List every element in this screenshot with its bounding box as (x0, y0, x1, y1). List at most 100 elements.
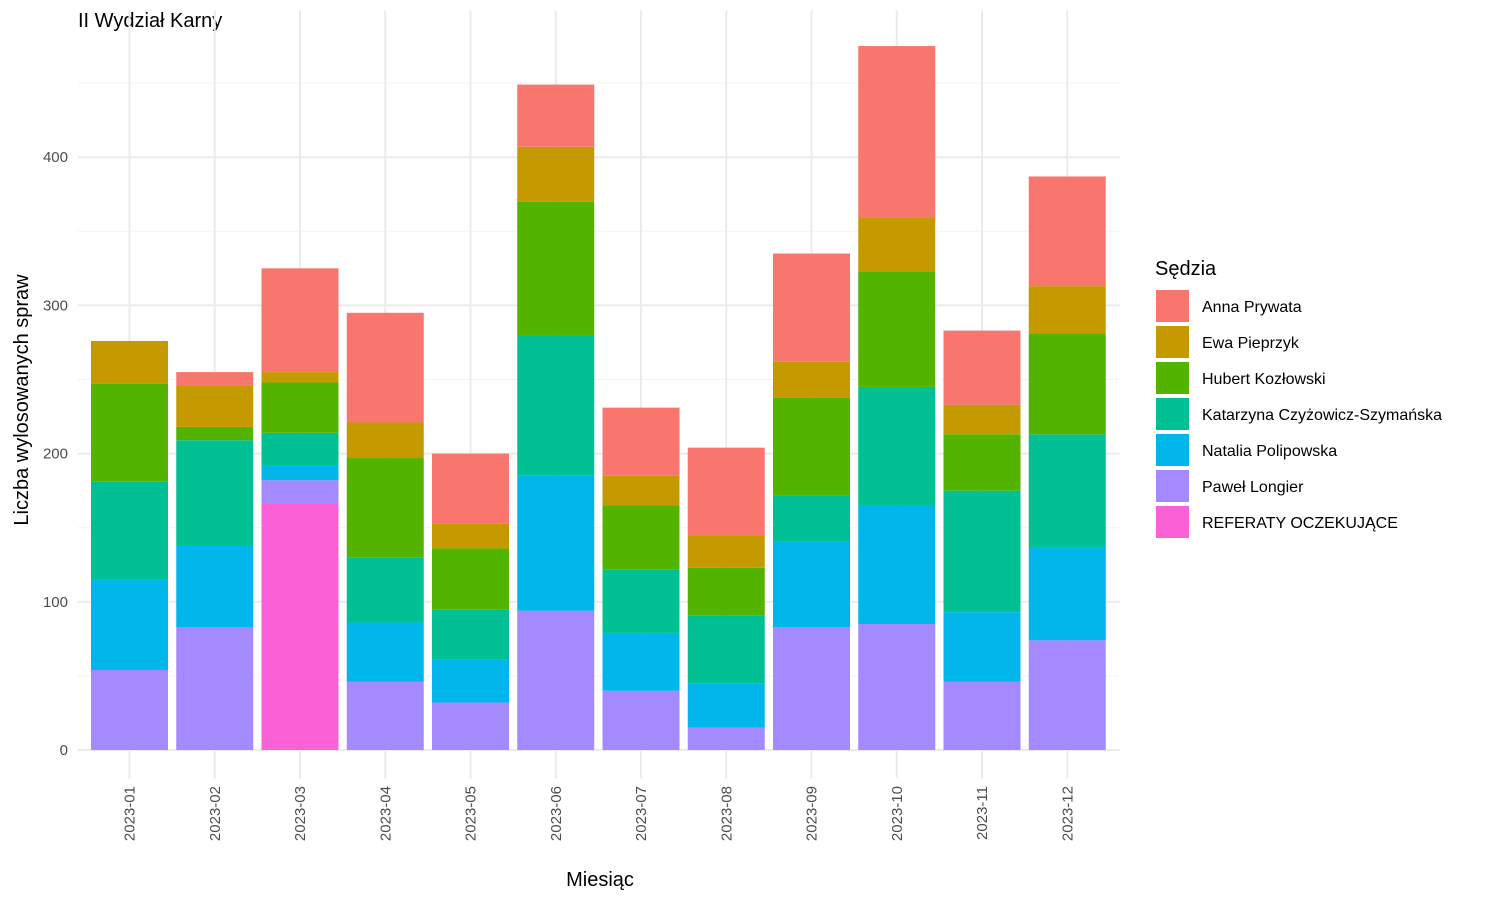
bar-segment (943, 404, 1021, 435)
bar-segment (346, 458, 424, 558)
bar-segment (943, 434, 1021, 491)
bar-segment (943, 490, 1021, 613)
y-axis-ticks: 0 100 200 300 400 (43, 149, 68, 759)
bar-segment (346, 422, 424, 459)
bar-segment (687, 447, 765, 536)
legend-label: Paweł Longier (1202, 479, 1304, 496)
bar-segment (517, 610, 595, 750)
bar-segment (432, 548, 509, 610)
y-axis-title: Liczba wylosowanych spraw (11, 274, 33, 526)
bar-segment (261, 432, 339, 466)
legend-label: Natalia Polipowska (1202, 443, 1337, 460)
bar-segment (432, 659, 509, 703)
bar-segment (943, 330, 1021, 405)
legend-label: Ewa Pieprzyk (1202, 335, 1300, 352)
bar-segment (858, 386, 936, 506)
legend-label: REFERATY OCZEKUJĄCE (1202, 515, 1398, 532)
legend-swatch (1156, 362, 1189, 394)
bar-segment (1028, 286, 1106, 334)
x-tick-label: 2023-09 (804, 786, 821, 841)
x-tick-label: 2023-08 (718, 786, 735, 841)
bar-segment (346, 622, 424, 682)
legend-swatch (1156, 326, 1189, 358)
legend-swatch (1156, 398, 1189, 430)
legend-swatch (1156, 506, 1189, 538)
bar-segment (773, 626, 850, 750)
bar-segment (91, 669, 168, 750)
bar-segment (1028, 176, 1106, 287)
bar-segment (602, 407, 680, 476)
legend-swatch (1156, 434, 1189, 466)
x-axis-title: Miesiąc (566, 869, 634, 891)
legend: Sędzia Anna Prywata Ewa Pieprzyk Hubert Ko… (1155, 258, 1442, 538)
legend-swatch (1156, 470, 1189, 502)
x-axis-ticks: 2023-01 2023-02 2023-03 2023-04 2023-05 2023-… (122, 786, 1077, 841)
bar-segment (858, 505, 936, 625)
bar-segment (261, 268, 339, 373)
bar-segment (176, 372, 254, 386)
bar-segment (261, 503, 339, 750)
bar-segment (773, 541, 850, 627)
bar-segment (261, 372, 339, 383)
bars (91, 46, 1106, 750)
bar-segment (176, 545, 254, 627)
bar-segment (773, 397, 850, 496)
x-tick-label: 2023-12 (1059, 786, 1076, 841)
bar-segment (517, 475, 595, 611)
legend-title: Sędzia (1155, 258, 1217, 280)
bar-segment (432, 702, 509, 750)
bar-segment (858, 624, 936, 750)
bar-segment (687, 727, 765, 750)
bar-segment (432, 609, 509, 660)
x-tick-label: 2023-01 (122, 786, 139, 841)
bar-segment (773, 495, 850, 542)
bar-segment (773, 253, 850, 362)
bar-segment (176, 385, 254, 427)
bar-segment (346, 557, 424, 623)
bar-segment (1028, 333, 1106, 435)
bar-segment (943, 612, 1021, 682)
x-tick-label: 2023-07 (633, 786, 650, 841)
bar-segment (602, 632, 680, 691)
x-tick-label: 2023-05 (463, 786, 480, 841)
bar-segment (176, 440, 254, 546)
bar-segment (261, 480, 339, 504)
x-tick-label: 2023-02 (207, 786, 224, 841)
bar-segment (261, 382, 339, 433)
legend-label: Katarzyna Czyżowicz-Szymańska (1202, 407, 1442, 424)
y-tick-label: 400 (43, 149, 68, 166)
bar-segment (346, 312, 424, 423)
bar-segment (91, 579, 168, 670)
x-tick-label: 2023-11 (974, 786, 991, 840)
bar-segment (1028, 546, 1106, 641)
x-tick-label: 2023-04 (377, 786, 394, 841)
bar-segment (687, 535, 765, 568)
bar-segment (858, 46, 936, 218)
bar-segment (1028, 434, 1106, 547)
bar-segment (517, 201, 595, 336)
x-tick-label: 2023-03 (292, 786, 309, 841)
bar-segment (432, 453, 509, 524)
y-tick-label: 100 (43, 594, 68, 611)
bar-segment (773, 361, 850, 398)
bar-segment (517, 146, 595, 202)
x-tick-label: 2023-06 (548, 786, 565, 841)
x-tick-label: 2023-10 (889, 786, 906, 841)
bar-segment (687, 683, 765, 728)
bar-segment (91, 340, 168, 384)
bar-segment (943, 681, 1021, 750)
y-tick-label: 200 (43, 446, 68, 463)
bar-segment (517, 335, 595, 476)
bar-segment (602, 569, 680, 633)
legend-label: Hubert Kozłowski (1202, 371, 1326, 388)
bar-segment (517, 84, 595, 147)
legend-label: Anna Prywata (1202, 299, 1302, 316)
legend-swatch (1156, 290, 1189, 322)
y-tick-label: 0 (60, 742, 68, 759)
bar-segment (687, 567, 765, 616)
bar-segment (432, 523, 509, 549)
y-tick-label: 300 (43, 297, 68, 314)
bar-segment (261, 465, 339, 481)
bar-segment (176, 626, 254, 750)
